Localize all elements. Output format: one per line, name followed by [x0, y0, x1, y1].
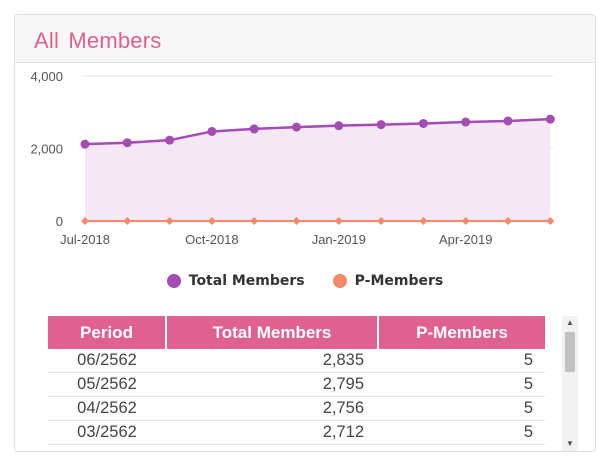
p-members-dot-icon: [332, 274, 347, 288]
scroll-up-arrow-icon[interactable]: ▲: [566, 318, 574, 327]
total-members-point[interactable]: [461, 117, 471, 127]
total-members-point[interactable]: [545, 114, 555, 124]
column-header-total-members[interactable]: Total Members: [166, 316, 379, 349]
total-members-point[interactable]: [292, 122, 301, 132]
column-header-p-members[interactable]: P-Members: [378, 316, 545, 349]
cell-period: 03/2562: [48, 420, 166, 445]
total-members-area: [85, 119, 551, 221]
total-members-point[interactable]: [122, 138, 132, 148]
cell-period: 05/2562: [48, 372, 166, 397]
y-tick-label: 0: [56, 214, 63, 229]
p-members-point[interactable]: [207, 217, 216, 225]
members-card: All Members 0 2,000 4,000 Jul-2018 Oct-2018 J…: [14, 14, 596, 452]
cell-period: 04/2562: [48, 396, 166, 421]
total-members-line: [84, 117, 551, 146]
p-members-point[interactable]: [419, 217, 428, 225]
table-row: 03/2562 2,712 5: [48, 420, 545, 445]
cell-total-members: 2,712: [166, 420, 378, 445]
page-title: All Members: [34, 28, 162, 53]
p-members-point[interactable]: [165, 217, 174, 225]
p-members-point[interactable]: [81, 217, 89, 225]
p-members-point[interactable]: [334, 217, 343, 225]
legend-item-total-members[interactable]: Total Members: [166, 273, 305, 289]
p-members-point[interactable]: [504, 217, 512, 225]
total-members-point[interactable]: [80, 139, 90, 149]
members-table-container[interactable]: Period Total Members P-Members 06/2562 2…: [48, 316, 578, 451]
column-header-period[interactable]: Period: [48, 316, 167, 349]
p-members-point[interactable]: [123, 217, 132, 225]
chart-legend: Total Members P-Members: [15, 273, 595, 289]
y-tick-label: 4,000: [30, 69, 63, 84]
table-row: 05/2562 2,795 5: [48, 372, 545, 397]
x-tick-label: Apr-2019: [439, 232, 492, 247]
cell-total-members: 2,835: [166, 349, 378, 373]
cell-total-members: 2,756: [166, 396, 378, 421]
members-table: Period Total Members P-Members 06/2562 2…: [48, 316, 545, 445]
p-members-point[interactable]: [292, 217, 301, 225]
table-scrollbar[interactable]: ▲ ▼: [562, 316, 578, 451]
cell-p-members: 5: [378, 420, 545, 445]
x-tick-label: Oct-2018: [185, 232, 238, 247]
total-members-point[interactable]: [249, 124, 259, 134]
scroll-down-arrow-icon[interactable]: ▼: [566, 439, 574, 448]
p-members-point[interactable]: [377, 217, 386, 225]
total-members-point[interactable]: [334, 121, 344, 131]
total-members-point[interactable]: [418, 118, 428, 128]
x-tick-label: Jul-2018: [60, 232, 110, 247]
cell-p-members: 5: [378, 349, 545, 373]
total-members-point[interactable]: [503, 116, 513, 126]
table-row: 04/2562 2,756 5: [48, 396, 545, 421]
x-tick-label: Jan-2019: [312, 232, 366, 247]
legend-label: P-Members: [354, 273, 444, 289]
p-members-point[interactable]: [546, 217, 555, 225]
y-tick-label: 2,000: [30, 142, 63, 157]
table-row: 06/2562 2,835 5: [48, 349, 545, 373]
total-members-point[interactable]: [376, 120, 386, 130]
card-header: All Members: [15, 15, 595, 63]
p-members-point[interactable]: [250, 217, 259, 225]
cell-p-members: 5: [378, 372, 545, 397]
total-members-dot-icon: [166, 274, 181, 288]
legend-item-p-members[interactable]: P-Members: [332, 273, 444, 289]
cell-p-members: 5: [378, 396, 545, 421]
p-members-point[interactable]: [461, 217, 470, 225]
members-line-chart: 0 2,000 4,000 Jul-2018 Oct-2018 Jan-2019 Apr-2…: [30, 69, 555, 247]
cell-period: 06/2562: [48, 349, 166, 373]
scrollbar-thumb[interactable]: [565, 332, 575, 372]
total-members-point[interactable]: [207, 126, 217, 136]
legend-label: Total Members: [188, 273, 305, 289]
total-members-point[interactable]: [165, 135, 175, 145]
cell-total-members: 2,795: [166, 372, 378, 397]
